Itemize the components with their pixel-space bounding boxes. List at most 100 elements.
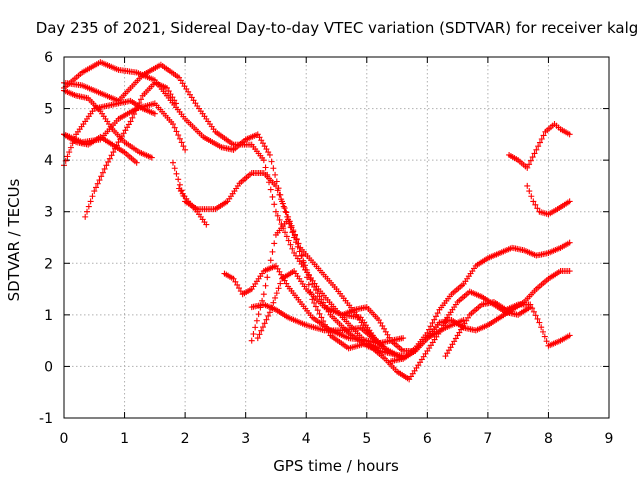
data-point (82, 213, 89, 220)
data-point (237, 288, 244, 295)
data-point (530, 198, 537, 205)
series-arc-o (388, 239, 573, 365)
x-tick-label: 7 (483, 431, 492, 447)
data-point (312, 303, 319, 310)
data-point (261, 320, 268, 327)
data-point (254, 335, 261, 342)
data-point (375, 345, 382, 352)
data-point (566, 131, 573, 138)
data-point (320, 318, 327, 325)
data-point (269, 248, 276, 255)
data-point (526, 161, 533, 168)
data-point (311, 299, 318, 306)
data-point (267, 257, 274, 264)
chart-title: Day 235 of 2021, Sidereal Day-to-day VTE… (36, 19, 639, 37)
series-arc-b (61, 61, 449, 383)
data-point (539, 328, 546, 335)
data-point (529, 154, 536, 161)
data-point (236, 285, 243, 292)
data-point (260, 291, 267, 298)
data-point (165, 88, 172, 95)
data-point (255, 311, 262, 318)
data-point (171, 124, 178, 131)
data-point (110, 149, 117, 156)
data-point (250, 331, 257, 338)
data-point (163, 84, 170, 91)
data-point (524, 182, 531, 189)
data-point (283, 209, 290, 216)
plot-frame (63, 56, 610, 419)
data-point (256, 331, 263, 338)
data-point (173, 128, 180, 135)
data-point (265, 312, 272, 319)
data-point (132, 107, 139, 114)
series-arc-g (82, 79, 180, 220)
data-point (175, 132, 182, 139)
x-tick-labels: 0 1 2 3 4 5 6 7 8 9 (60, 431, 614, 447)
data-point (300, 259, 307, 266)
data-point (528, 193, 535, 200)
data-point (263, 316, 270, 323)
data-point (273, 178, 280, 185)
data-point (260, 157, 267, 164)
data-point (271, 240, 278, 247)
data-point (113, 142, 120, 149)
data-point (291, 232, 298, 239)
data-point (543, 338, 550, 345)
data-point (99, 169, 106, 176)
x-tick-label: 8 (544, 431, 553, 447)
data-point (427, 323, 434, 330)
data-point (257, 304, 264, 311)
data-point (112, 145, 119, 152)
data-point (273, 290, 280, 297)
data-point (321, 321, 328, 328)
data-point (431, 316, 438, 323)
series-arc-m (254, 268, 376, 342)
data-point (259, 297, 266, 304)
data-point (133, 159, 140, 166)
y-tick-label: 6 (44, 50, 53, 66)
data-point (271, 201, 278, 208)
data-point (182, 146, 189, 153)
data-point (524, 164, 531, 171)
data-point (566, 332, 573, 339)
data-point (302, 266, 309, 273)
data-point (527, 157, 534, 164)
data-point (268, 304, 275, 311)
data-point (178, 139, 185, 146)
y-tick-label: 1 (44, 308, 53, 324)
data-point (89, 193, 96, 200)
data-point (305, 281, 312, 288)
data-point (297, 244, 304, 251)
data-point (170, 121, 176, 128)
x-tick-label: 2 (181, 431, 190, 447)
data-point (268, 158, 275, 165)
data-point (314, 307, 321, 314)
data-series (61, 59, 573, 383)
data-point (230, 275, 237, 282)
data-point (170, 159, 176, 166)
series-arc-p (424, 268, 573, 342)
data-point (267, 186, 274, 193)
data-point (276, 191, 283, 198)
data-point (533, 146, 540, 153)
data-point (534, 205, 541, 212)
data-point (279, 200, 286, 207)
data-point (285, 237, 292, 244)
data-point (530, 308, 537, 315)
y-tick-label: 2 (44, 256, 53, 272)
data-point (282, 229, 289, 236)
x-tick-label: 1 (120, 431, 129, 447)
data-point (526, 188, 533, 195)
data-point (426, 326, 433, 333)
data-point (277, 280, 284, 287)
data-point (298, 252, 305, 259)
data-point (98, 173, 105, 180)
data-point (108, 152, 115, 159)
x-axis-label: GPS time / hours (273, 457, 399, 475)
data-point (275, 285, 282, 292)
y-tick-label: 0 (44, 359, 53, 375)
data-point (171, 165, 178, 172)
data-point (429, 319, 436, 326)
data-point (276, 216, 283, 223)
